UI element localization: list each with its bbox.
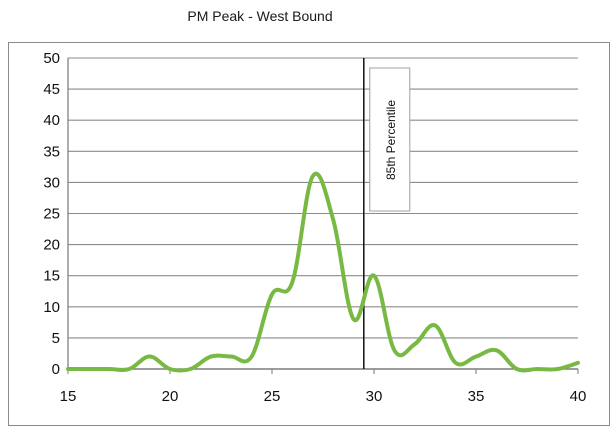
tick-label-layer: 0 5 10 15 20 25 30 35 40 45 50 15 20 25 30 35 40 xyxy=(43,50,586,405)
y-tick-label: 0 xyxy=(52,361,60,378)
y-tick-label: 10 xyxy=(43,299,60,316)
x-tick-label: 25 xyxy=(264,388,281,405)
series-layer xyxy=(66,171,580,373)
speed-distribution-line xyxy=(66,171,580,373)
y-tick-label: 5 xyxy=(52,330,60,347)
annotation-layer: 85th Percentile xyxy=(363,58,411,369)
percentile-label: 85th Percentile xyxy=(384,100,398,180)
x-tick-label: 40 xyxy=(570,388,587,405)
y-tick-label: 50 xyxy=(43,50,60,67)
x-tick-label: 20 xyxy=(162,388,179,405)
x-tick-label: 30 xyxy=(366,388,383,405)
y-tick-label: 40 xyxy=(43,112,60,129)
grid-layer xyxy=(68,57,578,370)
chart-title: PM Peak - West Bound xyxy=(187,8,333,24)
y-tick-label: 20 xyxy=(43,237,60,254)
y-tick-label: 35 xyxy=(43,143,60,160)
y-tick-label: 15 xyxy=(43,268,60,285)
x-tick-label: 15 xyxy=(60,388,77,405)
y-tick-label: 30 xyxy=(43,174,60,191)
x-tick-label: 35 xyxy=(468,388,485,405)
y-tick-label: 45 xyxy=(43,81,60,98)
percentile-label-box xyxy=(369,67,411,212)
axis-layer xyxy=(67,58,579,374)
y-tick-label: 25 xyxy=(43,206,60,223)
